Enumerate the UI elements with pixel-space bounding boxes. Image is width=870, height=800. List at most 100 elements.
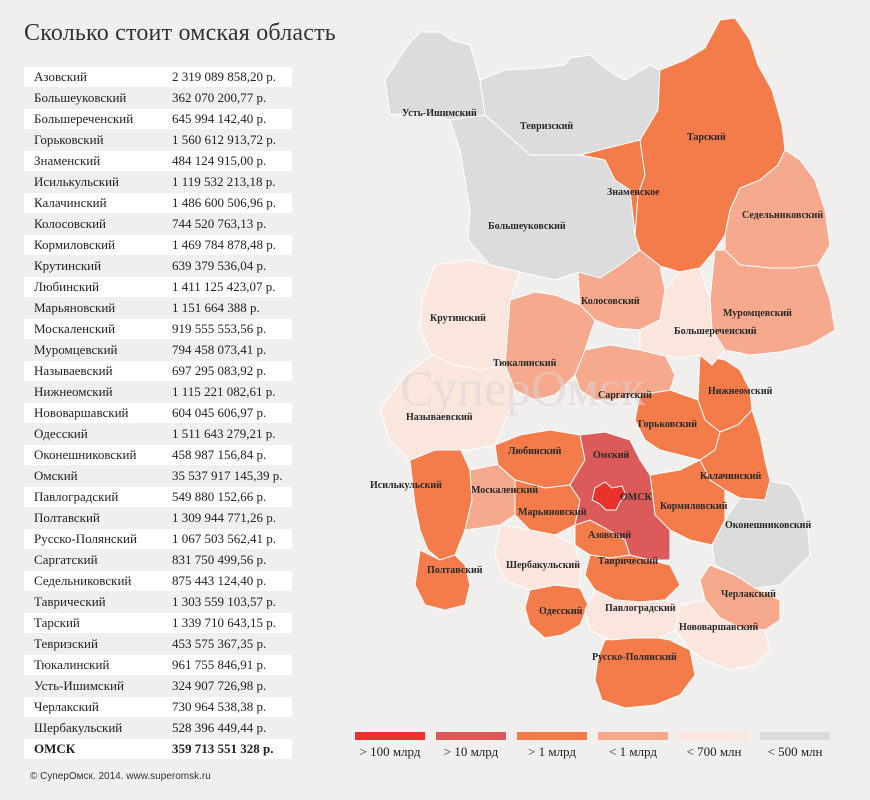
table-row: Шербакульский 528 396 449,44 р. <box>24 718 292 738</box>
table-row: Калачинский 1 486 600 506,96 р. <box>24 193 292 213</box>
label-tavricheskoe: Таврический <box>598 556 658 567</box>
label-kormilovka: Кормиловский <box>660 501 728 512</box>
label-bolsherech: Большереченский <box>674 326 757 337</box>
district-name: Полтавский <box>34 510 100 525</box>
district-name: Тарский <box>34 615 80 630</box>
district-name: Москаленский <box>34 321 116 336</box>
table-row: Павлоградский 549 880 152,66 р. <box>24 487 292 507</box>
map-watermark: СуперОмск <box>400 360 646 416</box>
table-row: Тюкалинский 961 755 846,91 р. <box>24 655 292 675</box>
district-omsk-city[interactable] <box>591 481 627 511</box>
table-row: Одесский 1 511 643 279,21 р. <box>24 424 292 444</box>
legend-swatch <box>355 732 425 740</box>
legend-swatch <box>598 732 668 740</box>
label-pavlograd: Павлоградский <box>605 603 676 614</box>
region-map: СуперОмск Усть-Ишимский Тевризский Тарск… <box>370 17 836 709</box>
district-sherbakul[interactable] <box>494 524 581 591</box>
district-value: 1 486 600 506,96 р. <box>172 195 276 210</box>
legend-label: > 1 млрд <box>528 744 576 759</box>
district-name: Тюкалинский <box>34 657 110 672</box>
district-ust-ishim[interactable] <box>384 31 486 121</box>
table-row: Омский 35 537 917 145,39 р. <box>24 466 292 486</box>
label-omsk-city: ОМСК <box>620 492 652 503</box>
district-name: Азовский <box>34 69 88 84</box>
district-name: Черлакский <box>34 699 99 714</box>
district-pavlograd[interactable] <box>584 589 681 641</box>
district-name: Нижнеомский <box>34 384 113 399</box>
district-name: Горьковский <box>34 132 104 147</box>
district-nazyvaevsk[interactable] <box>379 354 516 461</box>
copyright-text: © СуперОмск. 2014. www.superomsk.ru <box>30 771 211 782</box>
table-row: Нововаршавский 604 045 606,97 р. <box>24 403 292 423</box>
district-value: 528 396 449,44 р. <box>172 720 267 735</box>
district-value: 35 537 917 145,39 р. <box>172 468 283 483</box>
district-bolsherech[interactable] <box>639 267 726 366</box>
district-name: Оконешниковский <box>34 447 137 462</box>
legend-item: < 1 млрд <box>598 732 668 760</box>
district-name: Исилькульский <box>34 174 120 189</box>
label-cherlak: Черлакский <box>721 589 776 600</box>
table-row: Называевский 697 295 083,92 р. <box>24 361 292 381</box>
district-name: ОМСК <box>34 741 76 756</box>
district-name: Седельниковский <box>34 573 132 588</box>
district-name: Таврический <box>34 594 106 609</box>
table-row: Крутинский 639 379 536,04 р. <box>24 256 292 276</box>
district-value: 458 987 156,84 р. <box>172 447 267 462</box>
district-value: 324 907 726,98 р. <box>172 678 267 693</box>
district-value: 744 520 763,13 р. <box>172 216 267 231</box>
legend-swatch <box>517 732 587 740</box>
district-novovarsh[interactable] <box>674 599 771 671</box>
district-name: Омский <box>34 468 78 483</box>
label-krutinka: Крутинский <box>430 313 486 324</box>
label-tevriz: Тевризский <box>520 121 573 132</box>
label-nazyvaevsk: Называевский <box>406 412 473 423</box>
legend-label: > 100 млрд <box>359 744 421 759</box>
label-kolosovka: Колосовский <box>581 296 640 307</box>
table-row: Муромцевский 794 458 073,41 р. <box>24 340 292 360</box>
table-row: Черлакский 730 964 538,38 р. <box>24 697 292 717</box>
table-row: Колосовский 744 520 763,13 р. <box>24 214 292 234</box>
district-name: Знаменский <box>34 153 101 168</box>
table-row: Любинский 1 411 125 423,07 р. <box>24 277 292 297</box>
district-value: 730 964 538,38 р. <box>172 699 267 714</box>
label-okoneshn: Оконешниковский <box>725 520 811 531</box>
table-row: Русско-Полянский 1 067 503 562,41 р. <box>24 529 292 549</box>
district-name: Большереченский <box>34 111 134 126</box>
district-value: 919 555 553,56 р. <box>172 321 267 336</box>
district-sargatka[interactable] <box>574 344 676 401</box>
label-moskalenki: Москаленский <box>471 485 538 496</box>
label-ust-ishim: Усть-Ишимский <box>402 108 477 119</box>
table-row: Знаменский 484 124 915,00 р. <box>24 151 292 171</box>
district-value: 1 119 532 213,18 р. <box>172 174 276 189</box>
district-value: 794 458 073,41 р. <box>172 342 267 357</box>
district-value: 1 339 710 643,15 р. <box>172 615 276 630</box>
district-value-table: Азовский 2 319 089 858,20 р. Большеуковски… <box>24 67 292 760</box>
district-value: 1 469 784 878,48 р. <box>172 237 276 252</box>
legend-item: < 500 млн <box>760 732 830 760</box>
legend-item: > 100 млрд <box>355 732 425 760</box>
district-russkaya-polyana[interactable] <box>594 634 696 709</box>
map-legend: > 100 млрд > 10 млрд > 1 млрд < 1 млрд < 700… <box>355 732 841 760</box>
table-row: Полтавский 1 309 944 771,26 р. <box>24 508 292 528</box>
table-total-row: ОМСК 359 713 551 328 р. <box>24 739 292 759</box>
district-value: 484 124 915,00 р. <box>172 153 267 168</box>
district-isilkul[interactable] <box>409 447 473 561</box>
district-name: Кормиловский <box>34 237 116 252</box>
district-poltavka[interactable] <box>414 549 471 611</box>
label-sherbakul: Шербакульский <box>506 560 580 571</box>
district-value: 2 319 089 858,20 р. <box>172 69 276 84</box>
label-kalachinsk: Калачинский <box>700 471 762 482</box>
district-name: Крутинский <box>34 258 102 273</box>
district-value: 639 379 536,04 р. <box>172 258 267 273</box>
label-sargatka: Саргатский <box>598 390 652 401</box>
label-poltavka: Полтавский <box>427 565 483 576</box>
district-moskalenki[interactable] <box>464 464 516 531</box>
label-bolsheuk: Большеуковский <box>488 221 566 232</box>
label-azovo: Азовский <box>588 530 631 541</box>
table-row: Большеуковский 362 070 200,77 р. <box>24 88 292 108</box>
district-tavricheskoe[interactable] <box>584 554 681 603</box>
district-name: Усть-Ишимский <box>34 678 124 693</box>
legend-item: > 1 млрд <box>517 732 587 760</box>
label-tyukalinsk: Тюкалинский <box>493 358 557 369</box>
district-value: 1 511 643 279,21 р. <box>172 426 276 441</box>
